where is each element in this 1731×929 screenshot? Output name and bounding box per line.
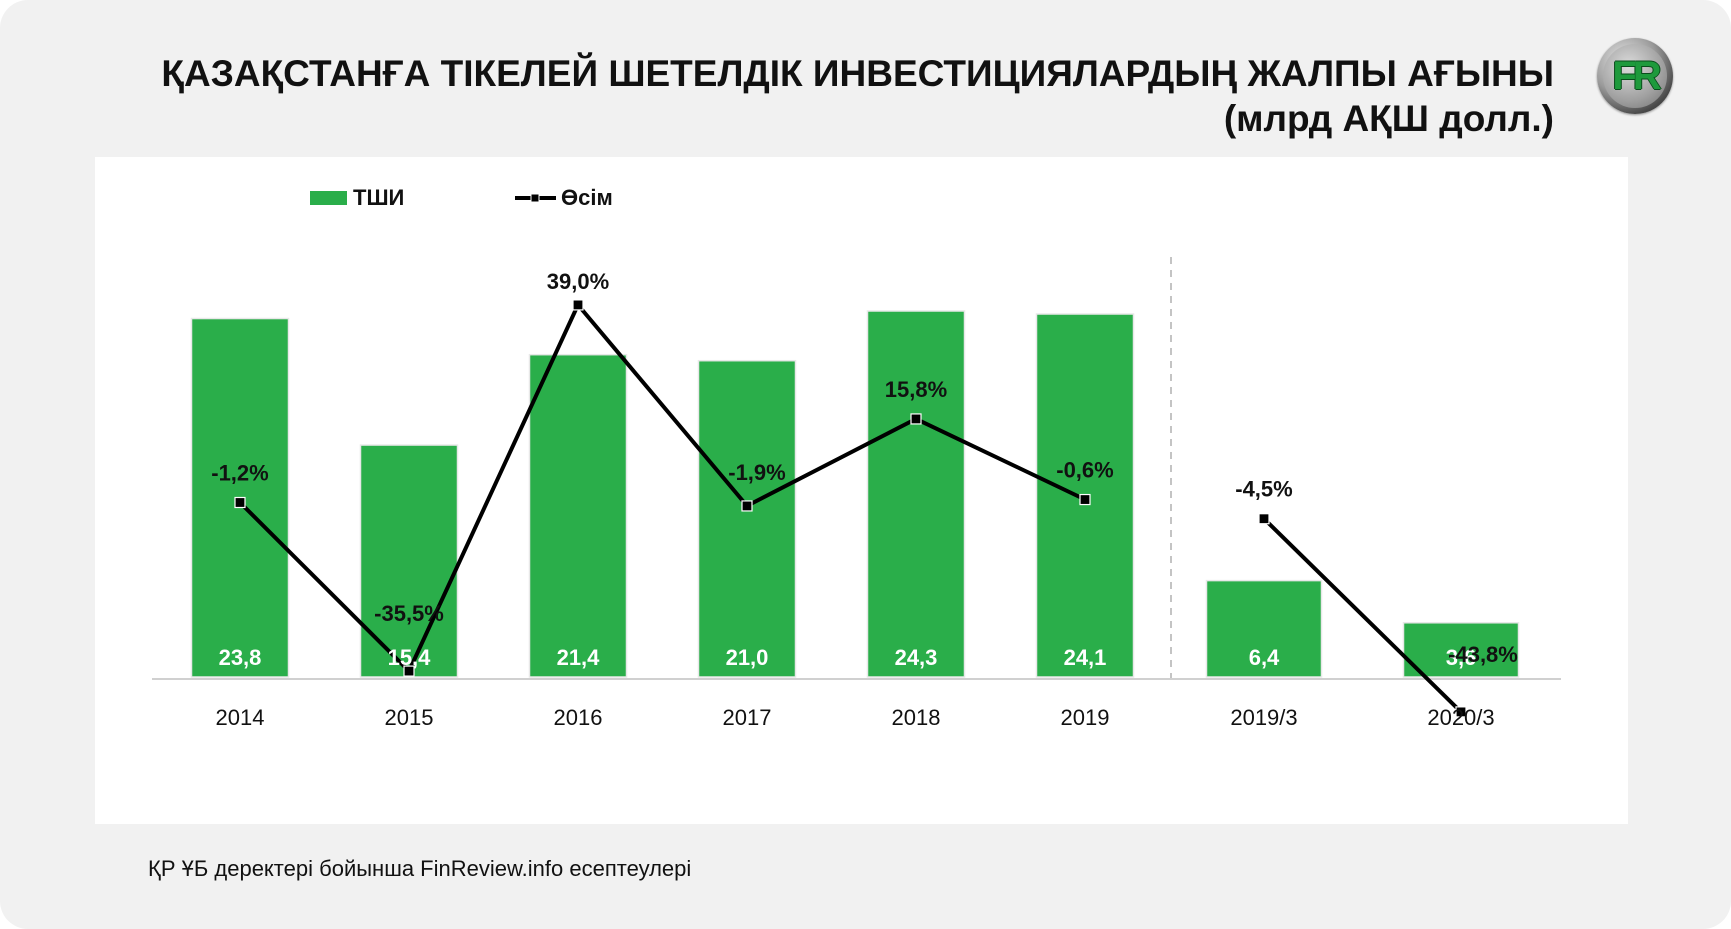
chart-title-line1: ҚАЗАҚСТАНҒА ТІКЕЛЕЙ ШЕТЕЛДІК ИНВЕСТИЦИЯЛ… [161,53,1554,94]
growth-value-label: -35,5% [374,601,444,626]
legend-bar-label: ТШИ [353,185,404,210]
growth-line-segment-1 [238,302,1086,674]
chart-title-line2: (млрд АҚШ долл.) [1223,98,1554,139]
labels-layer: 23,8 2014 15,4 2015 21,4 2016 21,0 2017 24,3 2018… [211,269,1518,730]
growth-line-layer [234,299,1467,718]
growth-value-label: 15,8% [885,377,947,402]
bar-2020/3 [1402,622,1520,678]
x-tick-label: 2016 [554,705,603,730]
growth-value-label: 39,0% [547,269,609,294]
growth-marker-2019 [1079,493,1091,506]
x-tick-label: 2019/3 [1230,705,1297,730]
bar-2018 [866,310,966,678]
x-tick-label: 2015 [385,705,434,730]
growth-marker-2017 [741,500,753,512]
chart-title: ҚАЗАҚСТАНҒА ТІКЕЛЕЙ ШЕТЕЛДІК ИНВЕСТИЦИЯЛ… [161,52,1554,142]
bar-value-label: 3,6 [1446,645,1477,670]
x-tick-label: 2019 [1061,705,1110,730]
bar-value-label: 23,8 [219,645,262,670]
chart-panel: ТШИ Өсім 23,8 2014 15,4 2015 21,4 2016 21,0 201… [95,157,1628,824]
source-note: ҚР ҰБ деректері бойынша FinReview.info е… [148,856,692,881]
bar-2016 [528,353,628,678]
growth-marker-2018 [910,413,922,425]
bar-2019/3 [1205,579,1323,678]
x-tick-label: 2018 [892,705,941,730]
growth-value-label: -4,5% [1235,477,1292,502]
bar-2015 [359,444,459,678]
bar-2014 [190,317,290,678]
growth-value-label: -43,8% [1448,642,1518,667]
growth-marker-2015 [403,665,415,677]
bar-value-label: 6,4 [1249,645,1280,670]
legend-line-label: Өсім [561,185,613,210]
growth-value-label: -0,6% [1056,458,1113,483]
growth-line-segment-2 [1262,517,1463,714]
finreview-logo: FR [1597,38,1673,114]
bar-value-label: 21,4 [557,645,601,670]
growth-marker-2019/3 [1258,513,1270,525]
x-tick-label: 2014 [216,705,265,730]
bar-value-label: 24,1 [1064,645,1107,670]
bar-value-label: 21,0 [726,645,769,670]
growth-marker-2014 [234,496,246,509]
bar-value-label: 24,3 [895,645,938,670]
chart-svg: ТШИ Өсім 23,8 2014 15,4 2015 21,4 2016 21,0 201… [152,185,1561,730]
growth-marker-2016 [572,299,584,311]
legend-line-marker [530,193,540,203]
x-tick-label: 2017 [723,705,772,730]
legend: ТШИ Өсім [310,185,613,210]
growth-marker-2020/3 [1455,706,1467,718]
bar-2017 [697,359,797,678]
growth-value-label: -1,2% [211,460,268,485]
bar-value-label: 15,4 [388,645,432,670]
logo-disc [1603,44,1667,108]
growth-value-label: -1,9% [728,460,785,485]
legend-bar-swatch [310,191,347,205]
logo-text: FR [1612,54,1661,98]
x-tick-label: 2020/3 [1427,705,1494,730]
